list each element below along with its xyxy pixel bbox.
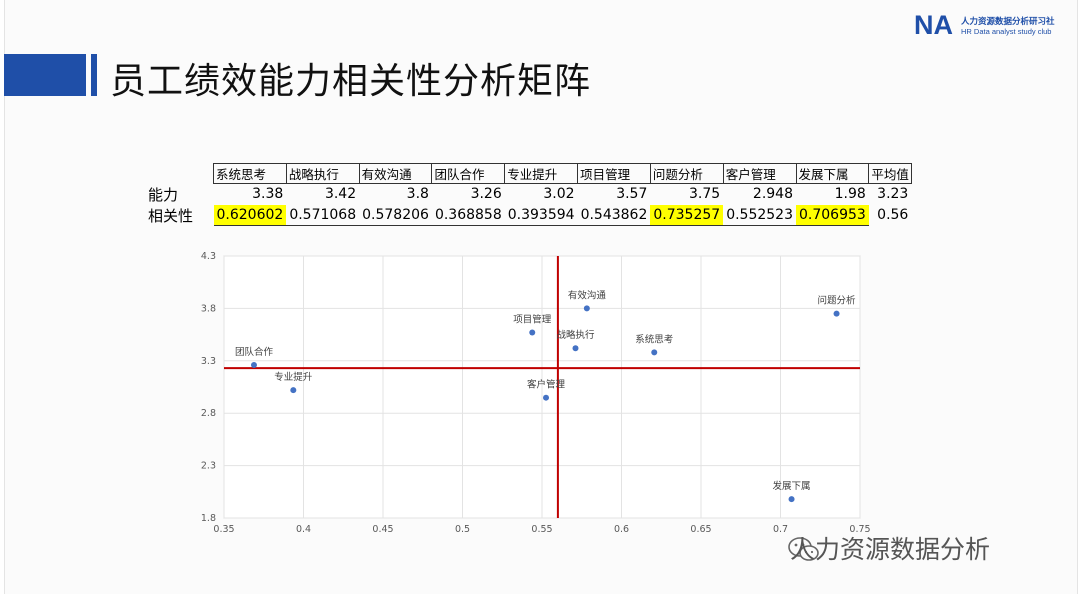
data-label: 战略执行 <box>556 329 595 341</box>
table-cell: 3.02 <box>543 186 575 203</box>
metrics-table: 系统思考 战略执行 有效沟通 团队合作 专业提升 项目管理 问题分析 客户管理 … <box>145 163 912 226</box>
scatter-chart: 0.35 0.4 0.45 0.5 0.55 0.6 0.65 0.7 0.75 1.8 2.3 2.… <box>201 251 871 535</box>
y-tick-label: 1.8 <box>201 513 216 524</box>
y-tick-label: 4.3 <box>201 251 216 262</box>
title-accent-bar <box>4 54 86 96</box>
data-label: 团队合作 <box>235 346 274 358</box>
table-cell: 3.26 <box>470 186 502 203</box>
table-header-row: 系统思考 战略执行 有效沟通 团队合作 专业提升 项目管理 问题分析 客户管理 … <box>145 163 912 184</box>
data-point <box>651 349 658 356</box>
table-cell-highlighted: 0.620602 <box>213 204 287 226</box>
table-cell: 0.571068 <box>286 204 360 226</box>
data-label: 有效沟通 <box>568 289 607 301</box>
header-cell: 问题分析 <box>649 163 724 184</box>
header-cell: 战略执行 <box>285 163 360 184</box>
header-cell: 平均值 <box>868 163 912 184</box>
x-tick-label: 0.4 <box>296 524 311 535</box>
data-label: 客户管理 <box>527 379 566 391</box>
header-cell: 专业提升 <box>504 163 579 184</box>
data-label: 系统思考 <box>635 333 673 345</box>
table-corner <box>145 164 214 184</box>
logo-english-name: HR Data analyst study club <box>961 27 1052 36</box>
logo-mark: NA <box>914 10 953 40</box>
data-point <box>833 310 840 317</box>
x-tick-label: 0.6 <box>614 524 629 535</box>
header-cell: 有效沟通 <box>358 163 433 184</box>
header-cell: 团队合作 <box>431 163 506 184</box>
x-tick-label: 0.55 <box>531 524 552 535</box>
page-title: 员工绩效能力相关性分析矩阵 <box>110 61 592 102</box>
table-cell: 2.948 <box>752 186 793 203</box>
table-cell: 3.23 <box>877 186 909 203</box>
table-cell-highlighted: 0.735257 <box>650 204 724 226</box>
y-tick-label: 2.8 <box>201 408 216 419</box>
data-point <box>543 394 550 401</box>
x-tick-label: 0.35 <box>213 524 234 535</box>
data-label: 发展下属 <box>773 480 811 492</box>
data-point <box>250 361 257 368</box>
y-tick-label: 2.3 <box>201 461 216 472</box>
x-tick-label: 0.7 <box>773 524 788 535</box>
row-label: 相关性 <box>148 206 194 225</box>
logo-chinese-name: 人力资源数据分析研习社 <box>961 17 1055 27</box>
data-point <box>788 496 795 503</box>
row-label: 能力 <box>148 185 179 204</box>
data-point <box>583 305 590 312</box>
table-cell: 3.38 <box>252 186 284 203</box>
table-cell: 3.8 <box>406 186 429 203</box>
table-cell: 0.552523 <box>723 204 796 226</box>
header-cell: 系统思考 <box>213 163 287 184</box>
table-cell-highlighted: 0.706953 <box>796 204 869 226</box>
table-cell: 1.98 <box>834 186 866 203</box>
header-cell: 客户管理 <box>722 163 797 184</box>
x-tick-label: 0.45 <box>372 524 393 535</box>
table-row-ability: 能力 3.38 3.42 3.8 3.26 3.02 3.57 3.75 2.9… <box>145 184 911 205</box>
x-tick-label: 0.5 <box>455 524 470 535</box>
data-point <box>290 387 297 394</box>
table-cell: 0.56 <box>877 207 909 223</box>
table-cell: 0.368858 <box>431 204 505 226</box>
table-cell: 3.42 <box>324 186 357 203</box>
table-cell: 0.543862 <box>577 204 651 226</box>
table-cell: 0.393594 <box>504 204 578 226</box>
header-cell: 项目管理 <box>577 163 651 184</box>
data-point <box>572 345 579 352</box>
wechat-icon <box>788 537 819 561</box>
x-tick-label: 0.65 <box>690 524 711 535</box>
watermark-text: 人力资源数据分析 <box>790 535 991 564</box>
y-tick-label: 3.8 <box>201 303 216 314</box>
table-cell: 0.578206 <box>359 204 432 226</box>
table-row-correlation: 相关性 0.620602 0.571068 0.578206 0.368858 … <box>145 204 911 226</box>
table-cell: 3.57 <box>616 186 648 203</box>
data-label: 问题分析 <box>818 295 857 307</box>
table-cell: 3.75 <box>689 186 721 203</box>
title-accent-stripe <box>91 54 97 96</box>
data-point <box>529 329 536 336</box>
header-cell: 发展下属 <box>795 163 870 184</box>
data-label: 专业提升 <box>274 371 313 383</box>
y-tick-label: 3.3 <box>201 356 216 367</box>
x-tick-label: 0.75 <box>849 524 870 535</box>
data-label: 项目管理 <box>513 314 552 326</box>
